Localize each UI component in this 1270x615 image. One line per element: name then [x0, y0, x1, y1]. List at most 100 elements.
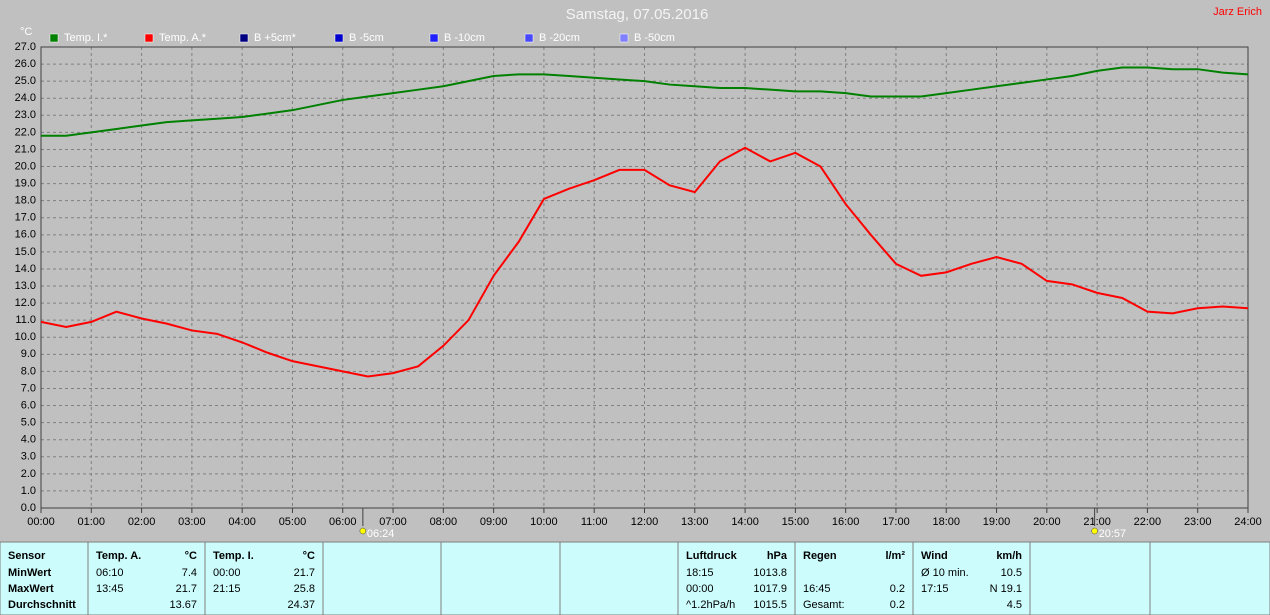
- corner-text: Jarz Erich: [1213, 6, 1262, 18]
- table-cell: °C: [185, 550, 197, 562]
- y-tick-label: 25.0: [15, 75, 36, 87]
- table-cell: ^1.2hPa/h: [686, 599, 735, 611]
- y-tick-label: 11.0: [15, 314, 36, 326]
- y-tick-label: 10.0: [15, 331, 36, 343]
- y-tick-label: 14.0: [15, 263, 36, 275]
- x-tick-label: 09:00: [480, 516, 508, 528]
- x-tick-label: 20:00: [1033, 516, 1061, 528]
- table-cell: 25.8: [294, 583, 315, 595]
- table-cell: 1015.5: [753, 599, 787, 611]
- table-cell: 17:15: [921, 583, 949, 595]
- legend-label: B -50cm: [634, 32, 675, 44]
- table-cell: 06:10: [96, 567, 124, 579]
- table-cell: Temp. A.: [96, 550, 141, 562]
- y-tick-label: 19.0: [15, 177, 36, 189]
- y-tick-label: 15.0: [15, 246, 36, 258]
- x-tick-label: 01:00: [78, 516, 106, 528]
- stats-table: [0, 541, 1270, 615]
- y-tick-label: 16.0: [15, 229, 36, 241]
- y-tick-label: 22.0: [15, 126, 36, 138]
- table-cell: 16:45: [803, 583, 831, 595]
- x-tick-label: 13:00: [681, 516, 709, 528]
- y-tick-label: 7.0: [21, 382, 36, 394]
- y-tick-label: 2.0: [21, 468, 36, 480]
- legend-swatch: [429, 33, 439, 43]
- legend-swatch: [334, 33, 344, 43]
- x-tick-label: 02:00: [128, 516, 156, 528]
- table-cell: Gesamt:: [803, 599, 845, 611]
- table-cell: Sensor: [8, 550, 46, 562]
- table-cell: 0.2: [890, 599, 905, 611]
- table-cell: °C: [303, 550, 315, 562]
- table-cell: Temp. I.: [213, 550, 254, 562]
- series-line: [41, 66, 1249, 137]
- legend-swatch: [619, 33, 629, 43]
- series-line: [40, 146, 1249, 378]
- sun-icon: [1091, 527, 1098, 535]
- x-tick-label: 17:00: [882, 516, 910, 528]
- legend-label: B -20cm: [539, 32, 580, 44]
- table-cell: 13.67: [169, 599, 197, 611]
- legend-swatch: [144, 33, 154, 43]
- y-tick-label: 20.0: [15, 160, 36, 172]
- x-tick-label: 03:00: [178, 516, 206, 528]
- x-tick-label: 05:00: [279, 516, 307, 528]
- legend-swatch: [239, 33, 249, 43]
- x-tick-label: 00:00: [27, 516, 55, 528]
- table-cell: 0.2: [890, 583, 905, 595]
- y-tick-label: 17.0: [15, 212, 36, 224]
- table-cell: Wind: [921, 550, 948, 562]
- x-tick-label: 07:00: [379, 516, 407, 528]
- x-tick-label: 21:00: [1083, 516, 1111, 528]
- table-cell: MaxWert: [8, 583, 54, 595]
- table-cell: 21.7: [176, 583, 197, 595]
- x-tick-label: 08:00: [430, 516, 458, 528]
- legend-label: B +5cm*: [254, 32, 297, 44]
- legend-swatch: [49, 33, 59, 43]
- y-tick-label: 26.0: [15, 58, 36, 70]
- table-cell: Luftdruck: [686, 550, 738, 562]
- table-cell: 10.5: [1001, 567, 1022, 579]
- y-tick-label: 9.0: [21, 348, 36, 360]
- y-tick-label: 4.0: [21, 434, 36, 446]
- x-tick-label: 16:00: [832, 516, 860, 528]
- x-tick-label: 18:00: [932, 516, 960, 528]
- x-tick-label: 11:00: [581, 516, 608, 528]
- legend-label: Temp. I.*: [64, 32, 108, 44]
- legend-label: B -5cm: [349, 32, 384, 44]
- table-cell: hPa: [767, 550, 788, 562]
- table-cell: 7.4: [182, 567, 197, 579]
- y-tick-label: 5.0: [21, 417, 36, 429]
- table-cell: 00:00: [686, 583, 714, 595]
- y-tick-label: 0.0: [21, 502, 36, 514]
- table-cell: 21.7: [294, 567, 315, 579]
- x-tick-label: 15:00: [782, 516, 810, 528]
- plot-frame: [40, 46, 1249, 509]
- x-tick-label: 23:00: [1184, 516, 1212, 528]
- table-cell: MinWert: [8, 567, 52, 579]
- y-tick-label: 24.0: [15, 92, 36, 104]
- x-tick-label: 14:00: [731, 516, 759, 528]
- x-tick-label: 04:00: [228, 516, 256, 528]
- table-cell: 1013.8: [753, 567, 787, 579]
- legend-label: B -10cm: [444, 32, 485, 44]
- y-tick-label: 1.0: [21, 485, 36, 497]
- chart-title: Samstag, 07.05.2016: [566, 6, 709, 23]
- x-tick-label: 19:00: [983, 516, 1011, 528]
- table-cell: km/h: [996, 550, 1022, 562]
- legend-label: Temp. A.*: [159, 32, 207, 44]
- table-cell: 4.5: [1007, 599, 1022, 611]
- y-tick-label: 6.0: [21, 399, 36, 411]
- table-cell: Regen: [803, 550, 837, 562]
- legend-swatch: [524, 33, 534, 43]
- y-tick-label: 21.0: [15, 143, 36, 155]
- y-tick-label: 18.0: [15, 195, 36, 207]
- y-axis-label: °C: [20, 26, 32, 38]
- table-cell: Ø 10 min.: [921, 567, 969, 579]
- table-cell: Durchschnitt: [8, 599, 76, 611]
- x-tick-label: 06:00: [329, 516, 357, 528]
- y-tick-label: 13.0: [15, 280, 36, 292]
- table-cell: 13:45: [96, 583, 124, 595]
- table-cell: 1017.9: [753, 583, 787, 595]
